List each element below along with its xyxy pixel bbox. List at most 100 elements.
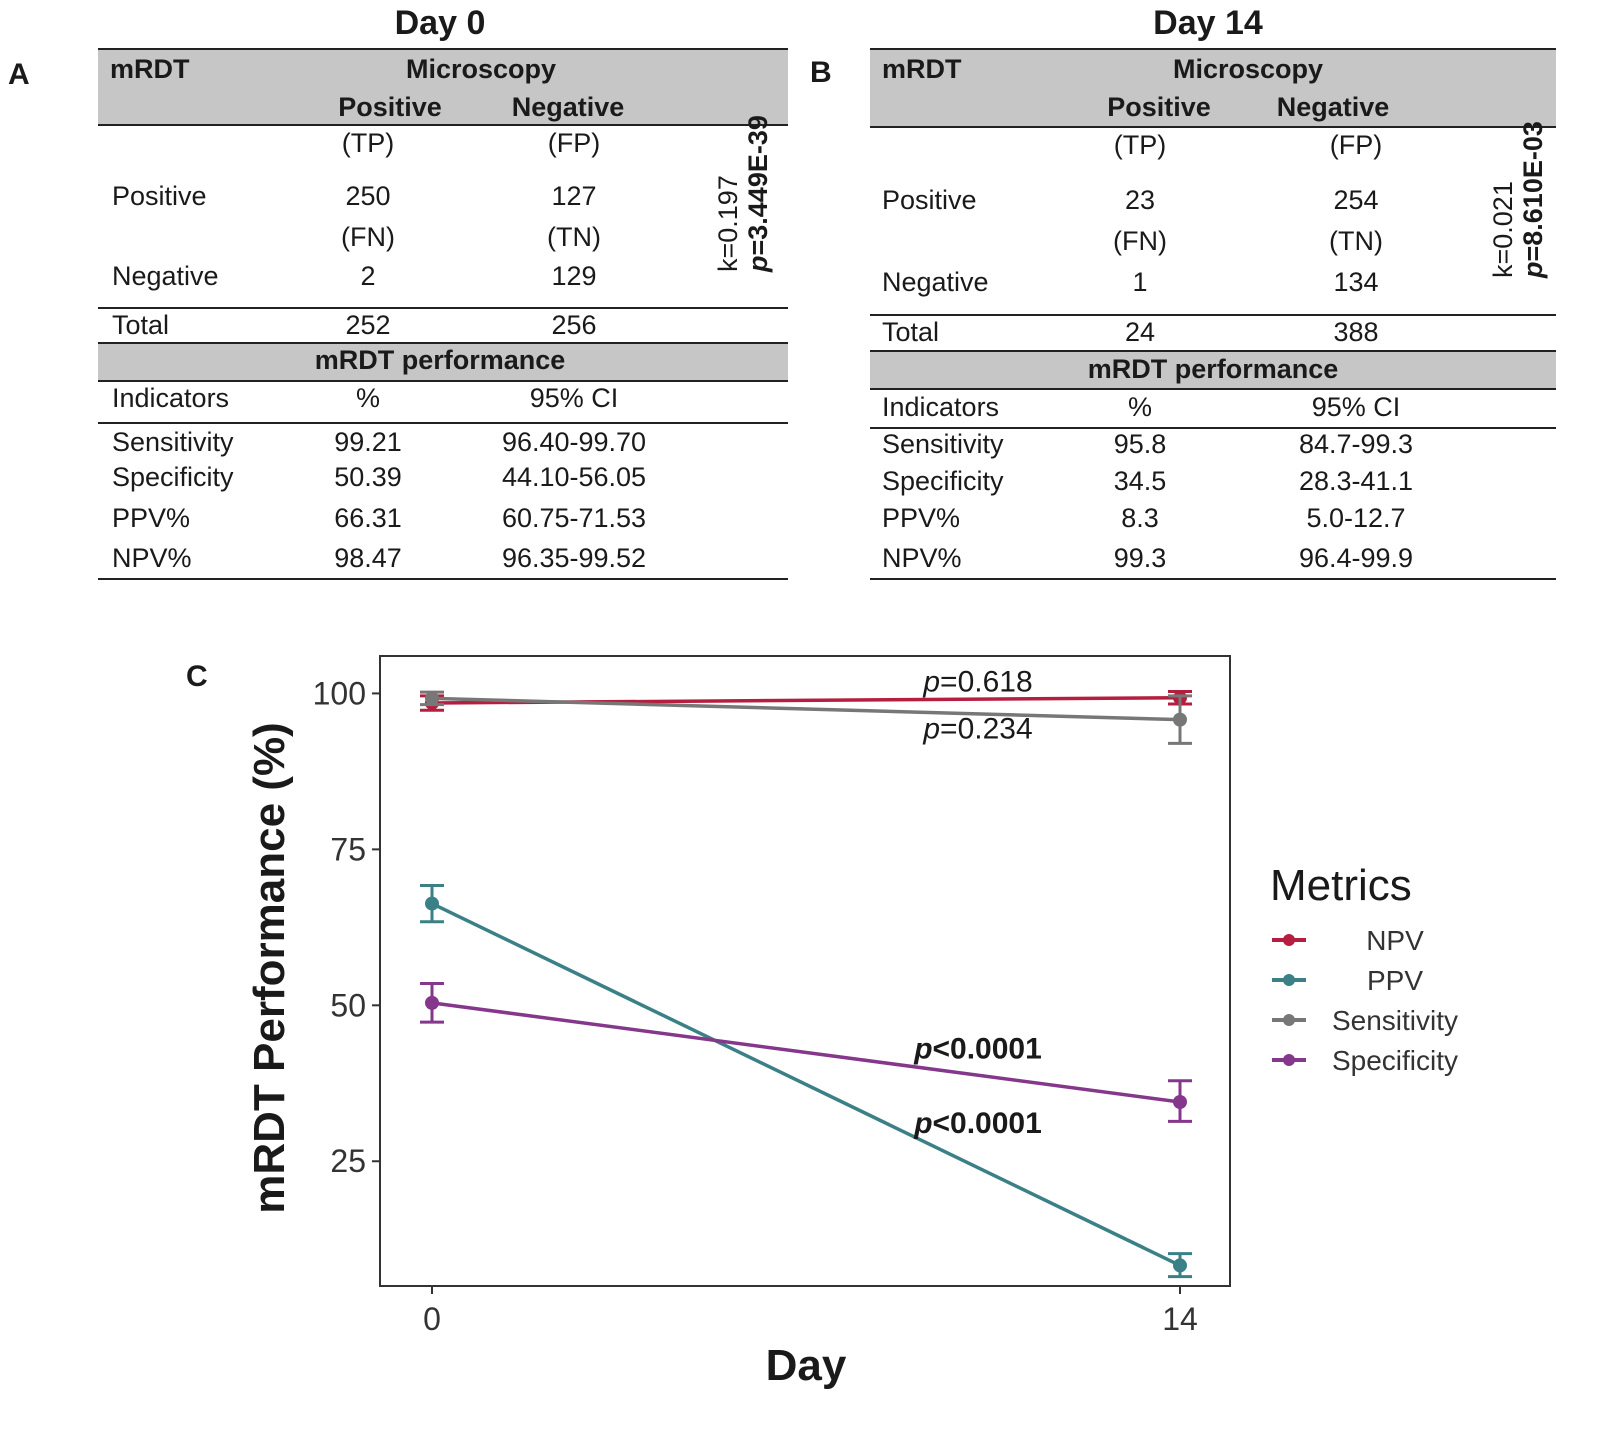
metric-pct: 8.3 [1121,503,1159,533]
chart-layer: 25 50 75 100 0 14 p=0.618 p=0.234 p<0.0001 p<0.00… [313,666,1198,1337]
divider [98,422,788,424]
tp-label: (TP) [341,128,395,158]
metric-pct: 98.47 [334,543,402,573]
data-point-sensitivity [1173,712,1187,727]
ci-header: 95% CI [529,383,619,413]
metric-ci: 96.40-99.70 [501,427,647,457]
p-value: =8.610E-03 [1518,121,1548,262]
y-tick-label: 50 [330,987,366,1023]
divider [870,578,1556,580]
metric-name: PPV% [112,503,191,533]
day0-contingency-table: mRDT Microscopy Positive Negative (TP) (… [98,48,788,588]
metric-pct: 34.5 [1113,466,1167,496]
pct-header: % [1127,392,1153,422]
positive-col-header: Positive [338,92,442,122]
day14-contingency-table: mRDT Microscopy Positive Negative (TP) (… [870,48,1556,588]
legend-key-point [1283,1054,1295,1066]
legend-item-npv: NPV [1272,925,1424,956]
row-positive-label: Positive [882,185,977,215]
day14-kappa-statistic: k=0.021 p=8.610E-03 [1488,121,1548,278]
fn-value: 2 [360,261,376,291]
metric-ci: 96.4-99.9 [1298,543,1414,573]
performance-header: mRDT performance [98,342,788,382]
negative-col-header: Negative [511,92,625,122]
y-tick-label: 25 [330,1143,366,1179]
tn-label: (TN) [1329,226,1383,256]
total-positive: 24 [1124,317,1156,347]
metric-name: Sensitivity [112,427,234,457]
ci-header: 95% CI [1311,392,1401,422]
p-symbol: p [743,255,773,273]
fn-label: (FN) [1113,226,1167,256]
metric-name: NPV% [882,543,962,573]
indicators-header: Indicators [112,383,230,413]
metric-ci: 44.10-56.05 [501,462,647,492]
legend-label: Specificity [1332,1045,1458,1076]
day0-kappa-statistic: k=0.197 p=3.449E-39 [713,115,773,272]
total-negative: 388 [1333,317,1379,347]
legend-item-sensitivity: Sensitivity [1272,1005,1458,1036]
metric-name: Specificity [882,466,1004,496]
legend-title: Metrics [1270,861,1412,910]
kappa-value: k=0.021 [1488,181,1518,278]
series-line-specificity [431,1001,1181,1104]
indicators-header: Indicators [882,392,1000,422]
y-tick-label: 75 [330,831,366,867]
p-symbol: p [1518,261,1548,279]
table-header: mRDT Microscopy Positive Negative [870,48,1556,128]
row-negative-label: Negative [112,261,219,291]
pct-header: % [355,383,381,413]
mrdt-header: mRDT [110,54,190,84]
metric-ci: 28.3-41.1 [1298,466,1414,496]
p-value-annotation: p=0.234 [922,712,1032,745]
row-negative-label: Negative [882,267,989,297]
legend-item-specificity: Specificity [1272,1045,1458,1076]
metric-pct: 50.39 [334,462,402,492]
plot-panel [379,655,1231,1287]
tn-label: (TN) [547,222,601,252]
metric-ci: 96.35-99.52 [501,543,647,573]
metric-name: Sensitivity [882,429,1004,459]
divider [98,578,788,580]
performance-header-label: mRDT performance [314,345,566,375]
tp-value: 250 [345,181,391,211]
p-value-annotation: p<0.0001 [913,1107,1042,1140]
metric-pct: 99.3 [1113,543,1167,573]
positive-col-header: Positive [1107,92,1211,122]
x-tick-label: 0 [423,1301,441,1337]
metric-pct: 95.8 [1113,429,1167,459]
total-positive: 252 [345,310,391,340]
microscopy-header: Microscopy [1172,54,1324,84]
data-point-specificity [425,995,439,1010]
metric-name: Specificity [112,462,234,492]
tn-value: 129 [551,261,597,291]
metric-name: PPV% [882,503,961,533]
metric-ci: 5.0-12.7 [1306,503,1406,533]
day0-title: Day 0 [394,4,486,42]
total-negative: 256 [551,310,597,340]
metric-ci: 84.7-99.3 [1298,429,1414,459]
y-axis-label: mRDT Performance (%) [245,722,294,1213]
metric-pct: 66.31 [334,503,402,533]
row-positive-label: Positive [112,181,207,211]
microscopy-header: Microscopy [405,54,557,84]
tn-value: 134 [1333,267,1379,297]
legend-item-ppv: PPV [1272,965,1423,996]
fp-label: (FP) [1329,130,1383,160]
performance-header: mRDT performance [870,350,1556,390]
legend: NPV PPV Sensitivity Specificity [1272,925,1458,1076]
data-point-specificity [1173,1094,1187,1109]
legend-key-point [1283,974,1295,986]
fp-value: 254 [1333,185,1379,215]
legend-label: NPV [1366,925,1424,956]
row-total-label: Total [112,310,170,340]
data-point-sensitivity [425,691,439,706]
panel-label-c: C [186,660,208,693]
data-point-ppv [1173,1258,1187,1273]
metric-ci: 60.75-71.53 [501,503,647,533]
table-header: mRDT Microscopy Positive Negative [98,48,788,126]
tp-value: 23 [1124,185,1156,215]
series-line-ppv [431,901,1181,1267]
fn-value: 1 [1132,267,1148,297]
fp-label: (FP) [547,128,601,158]
